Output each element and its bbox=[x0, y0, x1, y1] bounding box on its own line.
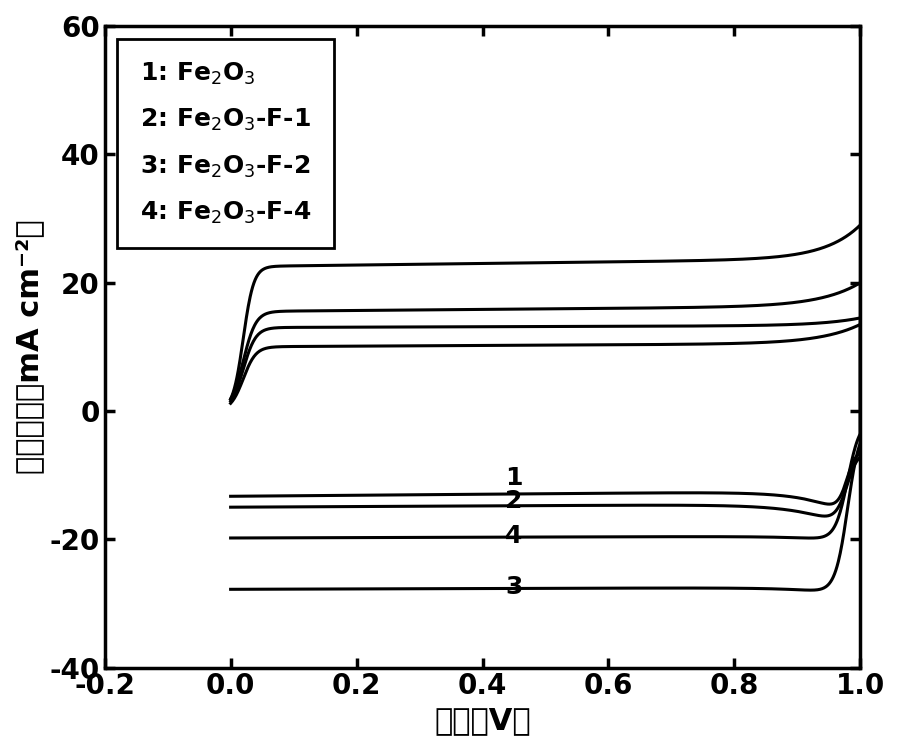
Y-axis label: 电流密度（mA cm⁻²）: 电流密度（mA cm⁻²） bbox=[15, 220, 44, 474]
Legend: 1: Fe$_2$O$_3$, 2: Fe$_2$O$_3$-F-1, 3: Fe$_2$O$_3$-F-2, 4: Fe$_2$O$_3$-F-4: 1: Fe$_2$O$_3$, 2: Fe$_2$O$_3$-F-1, 3: F… bbox=[117, 38, 334, 248]
Text: 3: 3 bbox=[505, 575, 523, 599]
Text: 4: 4 bbox=[505, 524, 523, 548]
X-axis label: 电压（V）: 电压（V） bbox=[434, 706, 531, 735]
Text: 2: 2 bbox=[505, 489, 523, 513]
Text: 1: 1 bbox=[505, 466, 523, 490]
